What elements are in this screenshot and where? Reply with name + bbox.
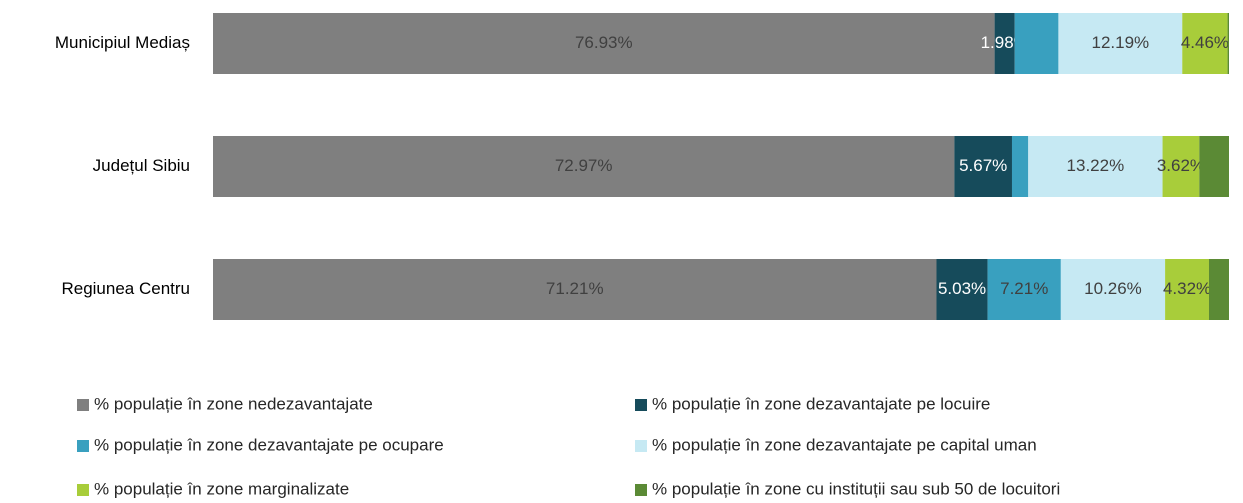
category-label: Regiunea Centru [61,279,190,298]
legend-label: % populație în zone dezavantajate pe cap… [652,435,1037,454]
bar-segment [213,13,995,74]
bar-segment [1014,13,1059,74]
legend-swatch [635,399,647,411]
category-label: Județul Sibiu [93,156,190,175]
bar-segment [1182,13,1228,74]
data-label: 10.26% [1084,279,1142,298]
bar-segment [1208,259,1229,320]
bar-segment [954,136,1012,197]
data-label: 4.46% [1181,33,1229,52]
bar-segment [994,13,1015,74]
bar-segment [987,259,1061,320]
bar-segment [1227,13,1229,74]
category-label: Municipiul Mediaș [55,33,190,52]
data-label: 72.97% [555,156,613,175]
bar-segment [1162,136,1200,197]
data-label: 7.21% [1000,279,1048,298]
data-label: 13.22% [1067,156,1125,175]
bar-segment [1060,259,1166,320]
legend-label: % populație în zone cu instituții sau su… [652,479,1060,498]
bar-segment [213,259,937,320]
legend-label: % populație în zone marginalizate [94,479,349,498]
legend-swatch [77,440,89,452]
data-label: 4.32% [1163,279,1211,298]
data-label: 71.21% [546,279,604,298]
bar-segment [213,136,955,197]
bar-segment [936,259,988,320]
bar-segment [1165,259,1209,320]
legend-swatch [635,484,647,496]
bar-segment [1199,136,1229,197]
data-label: 12.19% [1092,33,1150,52]
legend-swatch [635,440,647,452]
bar-segment [1058,13,1183,74]
bar-segment [1028,136,1163,197]
data-label: 5.67% [959,156,1007,175]
data-label: 5.03% [938,279,986,298]
legend-label: % populație în zone nedezavantajate [94,394,373,413]
legend-label: % populație în zone dezavantajate pe ocu… [94,435,444,454]
legend-swatch [77,399,89,411]
data-label: 76.93% [575,33,633,52]
legend-swatch [77,484,89,496]
data-label: 3.62% [1157,156,1205,175]
bar-segment [1011,136,1029,197]
legend-label: % populație în zone dezavantajate pe loc… [652,394,990,413]
